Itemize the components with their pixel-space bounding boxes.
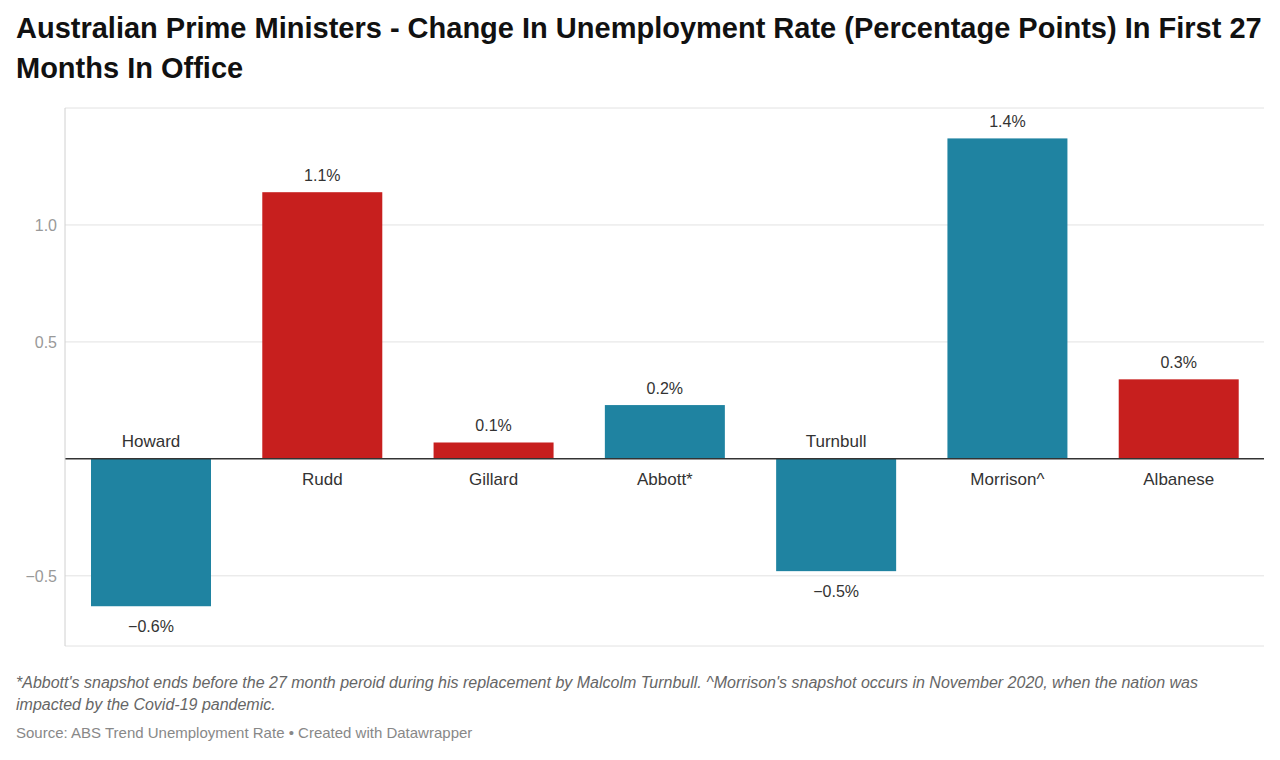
html-text:Source: ABS Trend Unemployment: Source: ABS Trend Unemployment Rate • Cr…	[16, 724, 473, 741]
svg-text:−0.5%: −0.5%	[813, 583, 859, 600]
html-text:Australian Prime Ministers - C: Australian Prime Ministers - Change In U…	[16, 12, 1262, 84]
svg-text:Gillard: Gillard	[469, 470, 518, 489]
svg-text:Morrison^: Morrison^	[970, 470, 1044, 489]
svg-text:1.1%: 1.1%	[304, 167, 340, 184]
html-text:*Abbott's snapshot ends before: *Abbott's snapshot ends before the 27 mo…	[16, 674, 1198, 713]
svg-text:1.4%: 1.4%	[989, 113, 1025, 130]
svg-text:Abbott*: Abbott*	[637, 470, 693, 489]
svg-text:0.3%: 0.3%	[1160, 354, 1196, 371]
svg-text:Turnbull: Turnbull	[806, 432, 867, 451]
svg-text:0.2%: 0.2%	[647, 380, 683, 397]
svg-text:Albanese: Albanese	[1143, 470, 1214, 489]
svg-text:0.5: 0.5	[35, 334, 57, 351]
svg-text:Howard: Howard	[122, 432, 181, 451]
svg-text:0.1%: 0.1%	[475, 417, 511, 434]
svg-text:−0.6%: −0.6%	[128, 618, 174, 635]
svg-text:1.0: 1.0	[35, 217, 57, 234]
svg-text:−0.5: −0.5	[25, 568, 57, 585]
svg-text:Rudd: Rudd	[302, 470, 343, 489]
